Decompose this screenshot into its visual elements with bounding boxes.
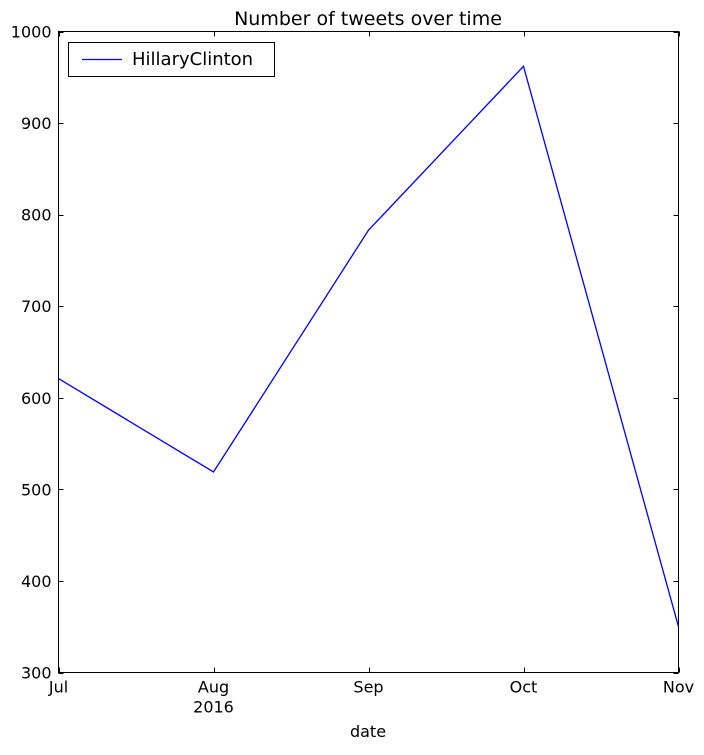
chart-title: Number of tweets over time — [234, 8, 502, 30]
y-tick-label: 300 — [21, 664, 52, 683]
y-tick-label: 700 — [21, 297, 52, 316]
x-axis-label: date — [350, 722, 386, 741]
series-layer — [58, 65, 680, 627]
x-tick-label: Sep — [353, 678, 383, 697]
x-tick-sublabel: 2016 — [193, 698, 234, 717]
series-line — [58, 65, 680, 627]
y-tick-label: 900 — [21, 114, 52, 133]
x-tick-label: Nov — [663, 678, 694, 697]
y-tick-label: 600 — [21, 389, 52, 408]
legend-label: HillaryClinton — [132, 49, 253, 70]
axis-ticks — [58, 31, 680, 674]
x-tick-label: Oct — [510, 678, 538, 697]
y-tick-label: 1000 — [11, 23, 52, 42]
y-tick-label: 800 — [21, 206, 52, 225]
x-tick-label: Aug — [198, 678, 229, 697]
x-tick-label: Jul — [48, 678, 68, 697]
y-tick-label: 500 — [21, 480, 52, 499]
plot-area-frame — [58, 31, 679, 673]
y-tick-label: 400 — [21, 572, 52, 591]
legend: HillaryClinton — [68, 42, 275, 77]
y-axis-tick-labels: 300 400 500 600 700 800 900 1000 — [11, 23, 52, 683]
